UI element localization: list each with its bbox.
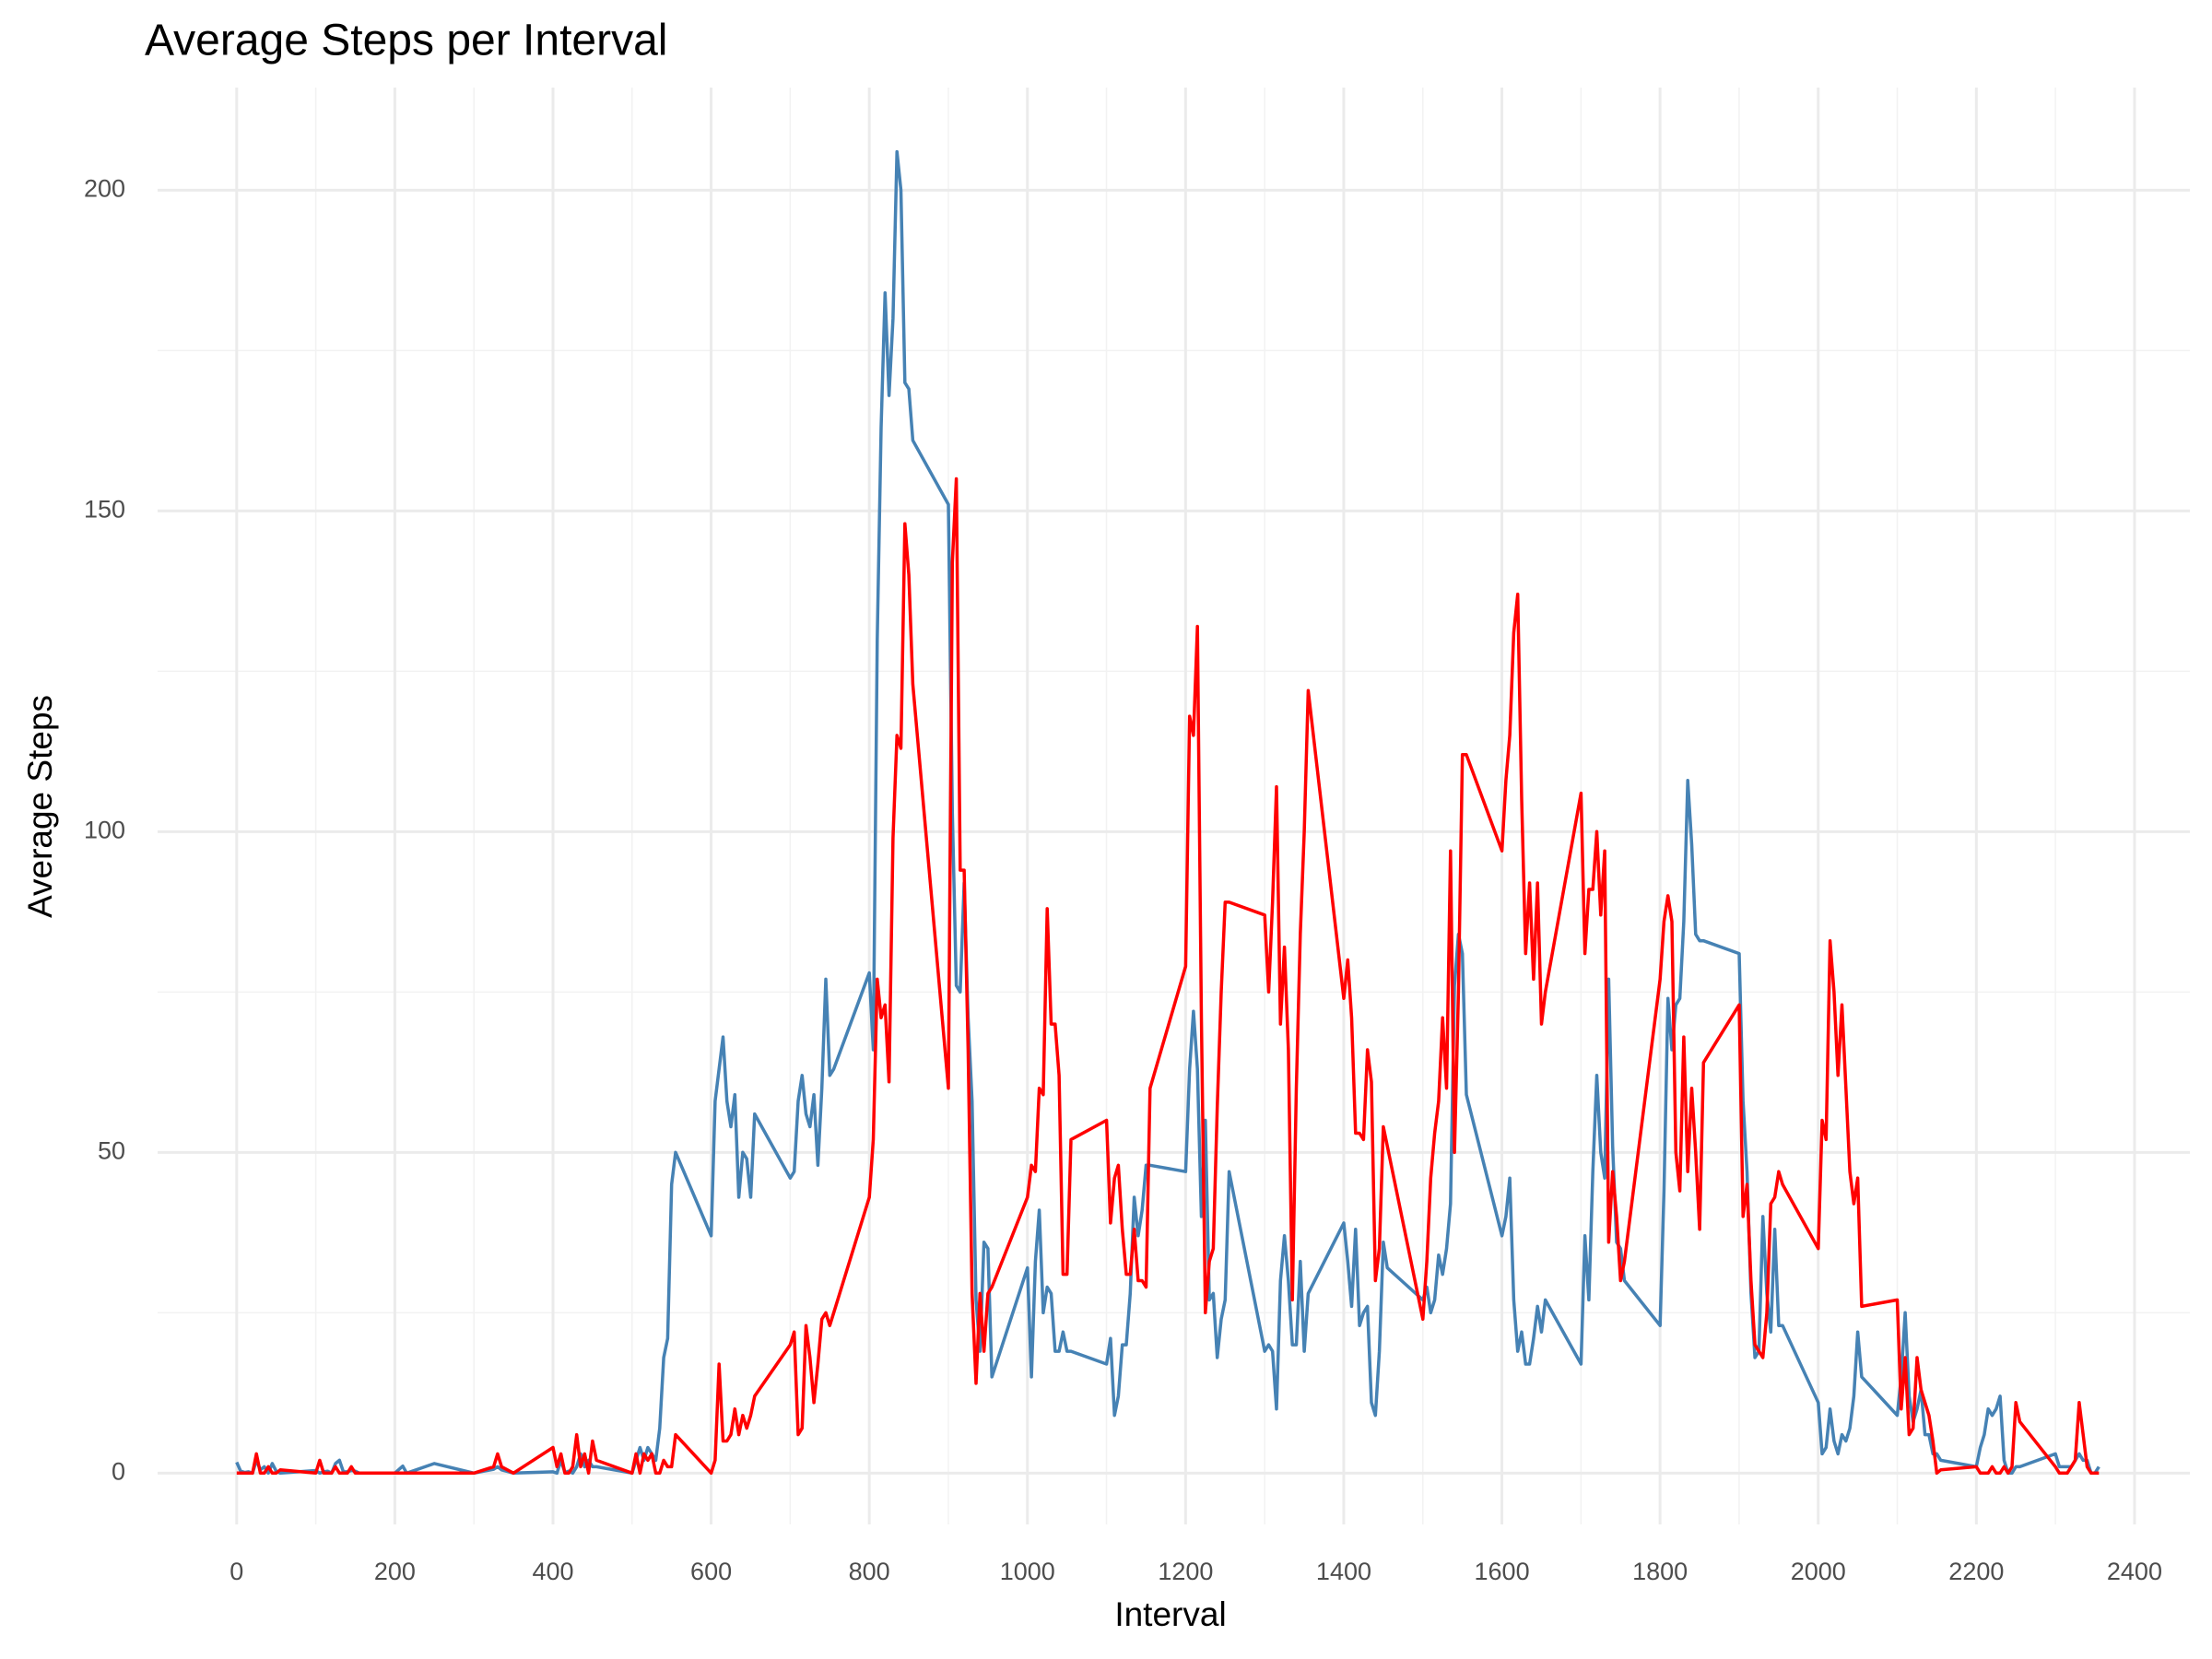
x-tick-label: 0 xyxy=(229,1558,243,1585)
x-axis-title: Interval xyxy=(1114,1595,1226,1633)
x-tick-label: 2200 xyxy=(1948,1558,2004,1585)
x-tick-label: 200 xyxy=(374,1558,416,1585)
y-tick-label: 100 xyxy=(84,816,125,843)
x-tick-label: 1000 xyxy=(1000,1558,1055,1585)
y-tick-label: 50 xyxy=(98,1136,125,1164)
x-tick-label: 2400 xyxy=(2107,1558,2162,1585)
x-tick-label: 1800 xyxy=(1632,1558,1688,1585)
y-axis-title: Average Steps xyxy=(21,695,59,918)
x-tick-label: 1200 xyxy=(1158,1558,1213,1585)
series-line xyxy=(236,477,2100,1476)
x-tick-label: 1400 xyxy=(1316,1558,1371,1585)
y-tick-label: 0 xyxy=(112,1457,125,1485)
x-tick-label: 800 xyxy=(849,1558,890,1585)
chart-title: Average Steps per Interval xyxy=(145,17,667,65)
x-tick-label: 2000 xyxy=(1791,1558,1846,1585)
y-tick-label: 200 xyxy=(84,174,125,202)
x-tick-label: 1600 xyxy=(1475,1558,1530,1585)
x-tick-label: 400 xyxy=(532,1558,573,1585)
x-tick-label: 600 xyxy=(690,1558,732,1585)
y-tick-label: 150 xyxy=(84,495,125,523)
